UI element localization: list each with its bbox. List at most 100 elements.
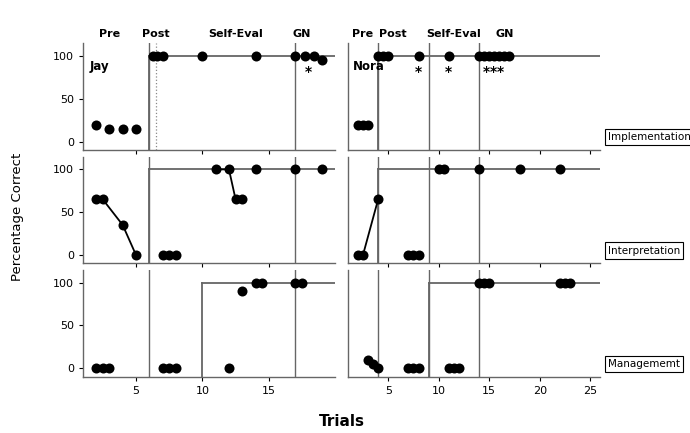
Text: *: * — [490, 65, 497, 78]
Point — [408, 365, 419, 372]
Point — [433, 166, 444, 173]
Point — [224, 365, 235, 372]
Text: Self-Eval: Self-Eval — [208, 29, 263, 39]
Point — [237, 196, 248, 203]
Text: *: * — [482, 65, 490, 78]
Point — [210, 166, 221, 173]
Point — [290, 279, 301, 286]
Point — [353, 252, 364, 259]
Text: Managememt: Managememt — [608, 359, 680, 369]
Text: Pre: Pre — [353, 29, 373, 39]
Point — [257, 279, 268, 286]
Point — [448, 365, 460, 372]
Text: GN: GN — [293, 29, 311, 39]
Point — [514, 166, 525, 173]
Point — [97, 365, 108, 372]
Point — [117, 222, 128, 229]
Text: *: * — [445, 65, 453, 78]
Point — [152, 53, 163, 60]
Text: Implementation: Implementation — [608, 132, 690, 142]
Point — [473, 279, 484, 286]
Point — [357, 252, 368, 259]
Text: Percentage Correct: Percentage Correct — [11, 152, 23, 281]
Point — [473, 166, 484, 173]
Point — [317, 166, 328, 173]
Point — [230, 196, 241, 203]
Point — [164, 365, 175, 372]
Point — [560, 279, 571, 286]
Point — [357, 121, 368, 128]
Point — [443, 53, 454, 60]
Point — [90, 196, 101, 203]
Text: Self-Eval: Self-Eval — [426, 29, 481, 39]
Text: GN: GN — [495, 29, 513, 39]
Point — [489, 53, 500, 60]
Text: *: * — [415, 65, 422, 78]
Point — [317, 57, 328, 64]
Point — [157, 252, 168, 259]
Point — [554, 166, 565, 173]
Point — [403, 252, 414, 259]
Point — [170, 365, 181, 372]
Text: Pre: Pre — [99, 29, 120, 39]
Point — [373, 196, 384, 203]
Point — [373, 53, 384, 60]
Text: *: * — [497, 65, 504, 78]
Point — [90, 121, 101, 128]
Point — [383, 53, 394, 60]
Point — [164, 252, 175, 259]
Point — [299, 53, 310, 60]
Point — [473, 53, 484, 60]
Point — [250, 166, 261, 173]
Point — [250, 53, 261, 60]
Point — [403, 365, 414, 372]
Point — [104, 365, 115, 372]
Point — [413, 53, 424, 60]
Point — [290, 53, 301, 60]
Point — [443, 365, 454, 372]
Point — [148, 53, 159, 60]
Point — [362, 356, 373, 363]
Point — [499, 53, 510, 60]
Point — [564, 279, 575, 286]
Point — [157, 53, 168, 60]
Point — [438, 166, 449, 173]
Point — [130, 252, 141, 259]
Point — [170, 252, 181, 259]
Point — [554, 279, 565, 286]
Text: *: * — [305, 65, 313, 78]
Point — [297, 279, 308, 286]
Text: Jay: Jay — [90, 60, 109, 74]
Point — [413, 365, 424, 372]
Point — [130, 125, 141, 132]
Text: Interpretation: Interpretation — [608, 246, 680, 255]
Point — [413, 252, 424, 259]
Point — [453, 365, 464, 372]
Text: Post: Post — [142, 29, 170, 39]
Point — [237, 288, 248, 295]
Point — [250, 279, 261, 286]
Point — [504, 53, 515, 60]
Point — [479, 53, 490, 60]
Point — [368, 360, 379, 367]
Point — [290, 166, 301, 173]
Text: Nora: Nora — [353, 60, 385, 74]
Point — [484, 53, 495, 60]
Point — [308, 53, 319, 60]
Point — [97, 196, 108, 203]
Point — [157, 365, 168, 372]
Point — [484, 279, 495, 286]
Point — [479, 279, 490, 286]
Point — [377, 53, 388, 60]
Text: Post: Post — [380, 29, 407, 39]
Point — [104, 125, 115, 132]
Point — [373, 365, 384, 372]
Point — [353, 121, 364, 128]
Point — [408, 252, 419, 259]
Point — [224, 166, 235, 173]
Point — [494, 53, 505, 60]
Point — [90, 365, 101, 372]
Point — [117, 125, 128, 132]
Point — [362, 121, 373, 128]
Point — [197, 53, 208, 60]
